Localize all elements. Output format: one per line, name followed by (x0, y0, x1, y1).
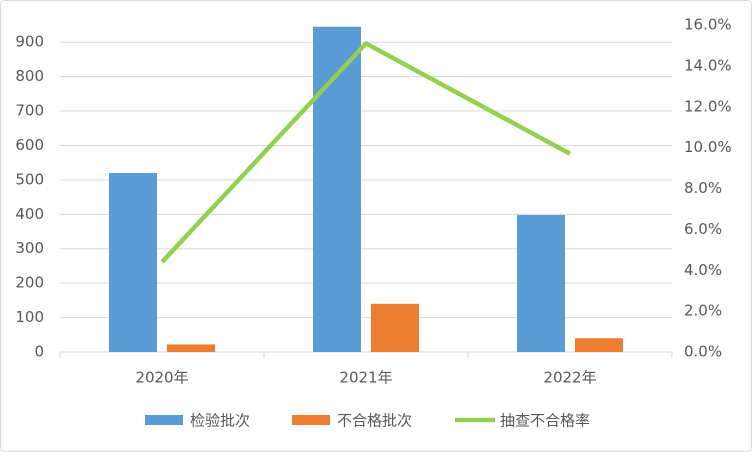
line-series (160, 41, 572, 264)
bar (575, 338, 623, 352)
y-tick-label: 100 (15, 308, 44, 326)
y-tick-label: 800 (15, 67, 44, 85)
legend-label: 抽查不合格率 (500, 412, 590, 430)
y2-tick-label: 4.0% (684, 261, 722, 279)
bar (167, 344, 215, 352)
y-tick-label: 500 (15, 170, 44, 188)
y-tick-label: 400 (15, 205, 44, 223)
x-tick-label: 2021年 (339, 369, 392, 387)
legend-swatch (145, 415, 183, 425)
y2-tick-label: 6.0% (684, 220, 722, 238)
x-tick-label: 2020年 (135, 369, 188, 387)
y-tick-label: 200 (15, 274, 44, 292)
y2-tick-label: 14.0% (684, 56, 732, 74)
y2-tick-label: 10.0% (684, 138, 732, 156)
y-tick-label: 0 (34, 343, 44, 361)
y-tick-label: 700 (15, 102, 44, 120)
legend-swatch (292, 415, 330, 425)
bar (109, 173, 157, 352)
legend-label: 检验批次 (190, 412, 250, 430)
y2-tick-label: 8.0% (684, 179, 722, 197)
y-tick-label: 600 (15, 136, 44, 154)
legend-label: 不合格批次 (337, 412, 412, 430)
y2-tick-label: 0.0% (684, 343, 722, 361)
y2-tick-label: 12.0% (684, 97, 732, 115)
y2-tick-label: 2.0% (684, 302, 722, 320)
y2-tick-label: 16.0% (684, 16, 732, 34)
bar (517, 215, 565, 352)
y-tick-label: 900 (15, 33, 44, 51)
x-tick-label: 2022年 (543, 369, 596, 387)
bar (313, 26, 361, 353)
bar (371, 303, 419, 352)
y-tick-label: 300 (15, 239, 44, 257)
